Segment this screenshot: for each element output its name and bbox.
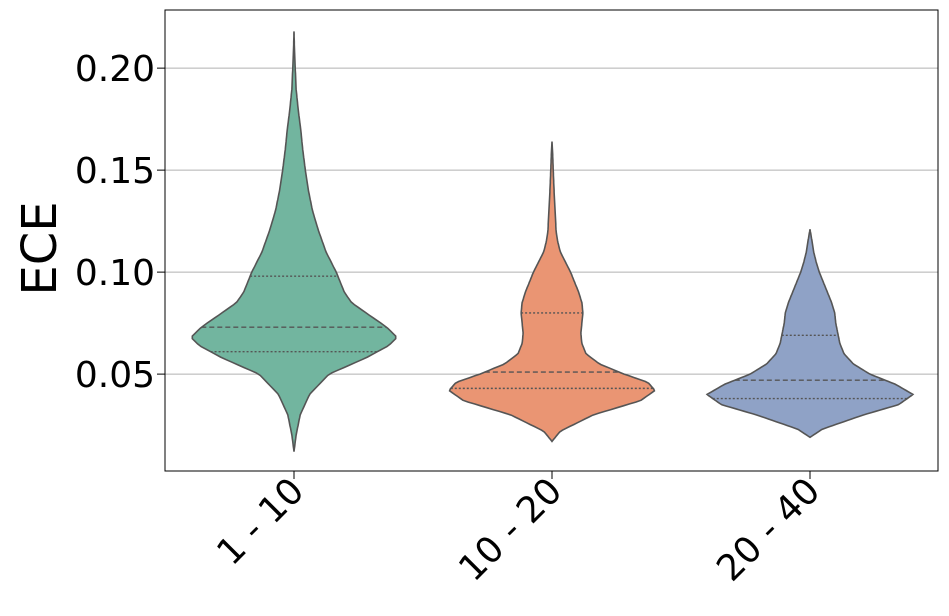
y-axis-label: ECE (12, 201, 68, 295)
y-tick-label: 0.15 (75, 151, 155, 192)
violins (191, 31, 915, 452)
x-tick-label: 20 - 40 (709, 470, 828, 589)
y-tick-label: 0.10 (75, 253, 155, 294)
x-tick-label: 1 - 10 (209, 470, 312, 573)
y-axis: 0.05 0.10 0.15 0.20 (75, 49, 165, 396)
x-tick-label: 10 - 20 (451, 470, 570, 589)
violin-3 (705, 229, 915, 439)
y-tick-label: 0.20 (75, 49, 155, 90)
x-axis: 1 - 10 10 - 20 20 - 40 (209, 470, 828, 589)
y-tick-label: 0.05 (75, 355, 155, 396)
violin-1 (191, 31, 397, 452)
violin-2 (448, 141, 656, 443)
